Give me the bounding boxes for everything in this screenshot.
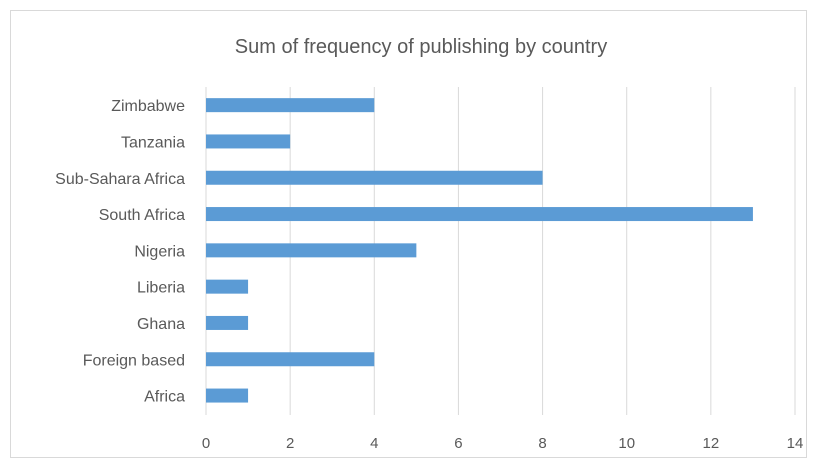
category-label: Sub-Sahara Africa [55,171,185,188]
chart-frame [10,10,807,458]
bar-foreign-based [206,352,375,367]
x-tick-label: 12 [703,435,720,452]
bar-liberia [206,279,249,294]
category-label: Nigeria [134,243,185,260]
bar-africa [206,388,249,403]
x-axis-tick-labels: 0 2 4 6 8 10 12 14 [202,435,804,452]
category-label: South Africa [99,207,185,224]
x-tick-label: 14 [787,435,804,452]
category-label: Ghana [137,316,185,333]
category-label: Tanzania [121,134,185,151]
bar-sub-sahara-africa [206,170,543,185]
chart-title: Sum of frequency of publishing by countr… [235,36,607,58]
category-labels: Zimbabwe Tanzania Sub-Sahara Africa South A… [55,98,185,405]
category-label: Liberia [137,280,185,297]
bars [206,98,753,403]
category-label: Zimbabwe [111,98,185,115]
bar-tanzania [206,134,291,149]
bar-south-africa [206,207,753,222]
x-tick-label: 10 [618,435,635,452]
x-tick-label: 6 [454,435,462,452]
category-label: Africa [144,389,185,406]
category-label: Foreign based [83,352,185,369]
x-tick-label: 2 [286,435,294,452]
bar-nigeria [206,243,417,258]
bar-zimbabwe [206,98,375,113]
x-tick-label: 4 [370,435,378,452]
bar-ghana [206,315,249,330]
x-tick-label: 0 [202,435,210,452]
x-tick-label: 8 [538,435,546,452]
